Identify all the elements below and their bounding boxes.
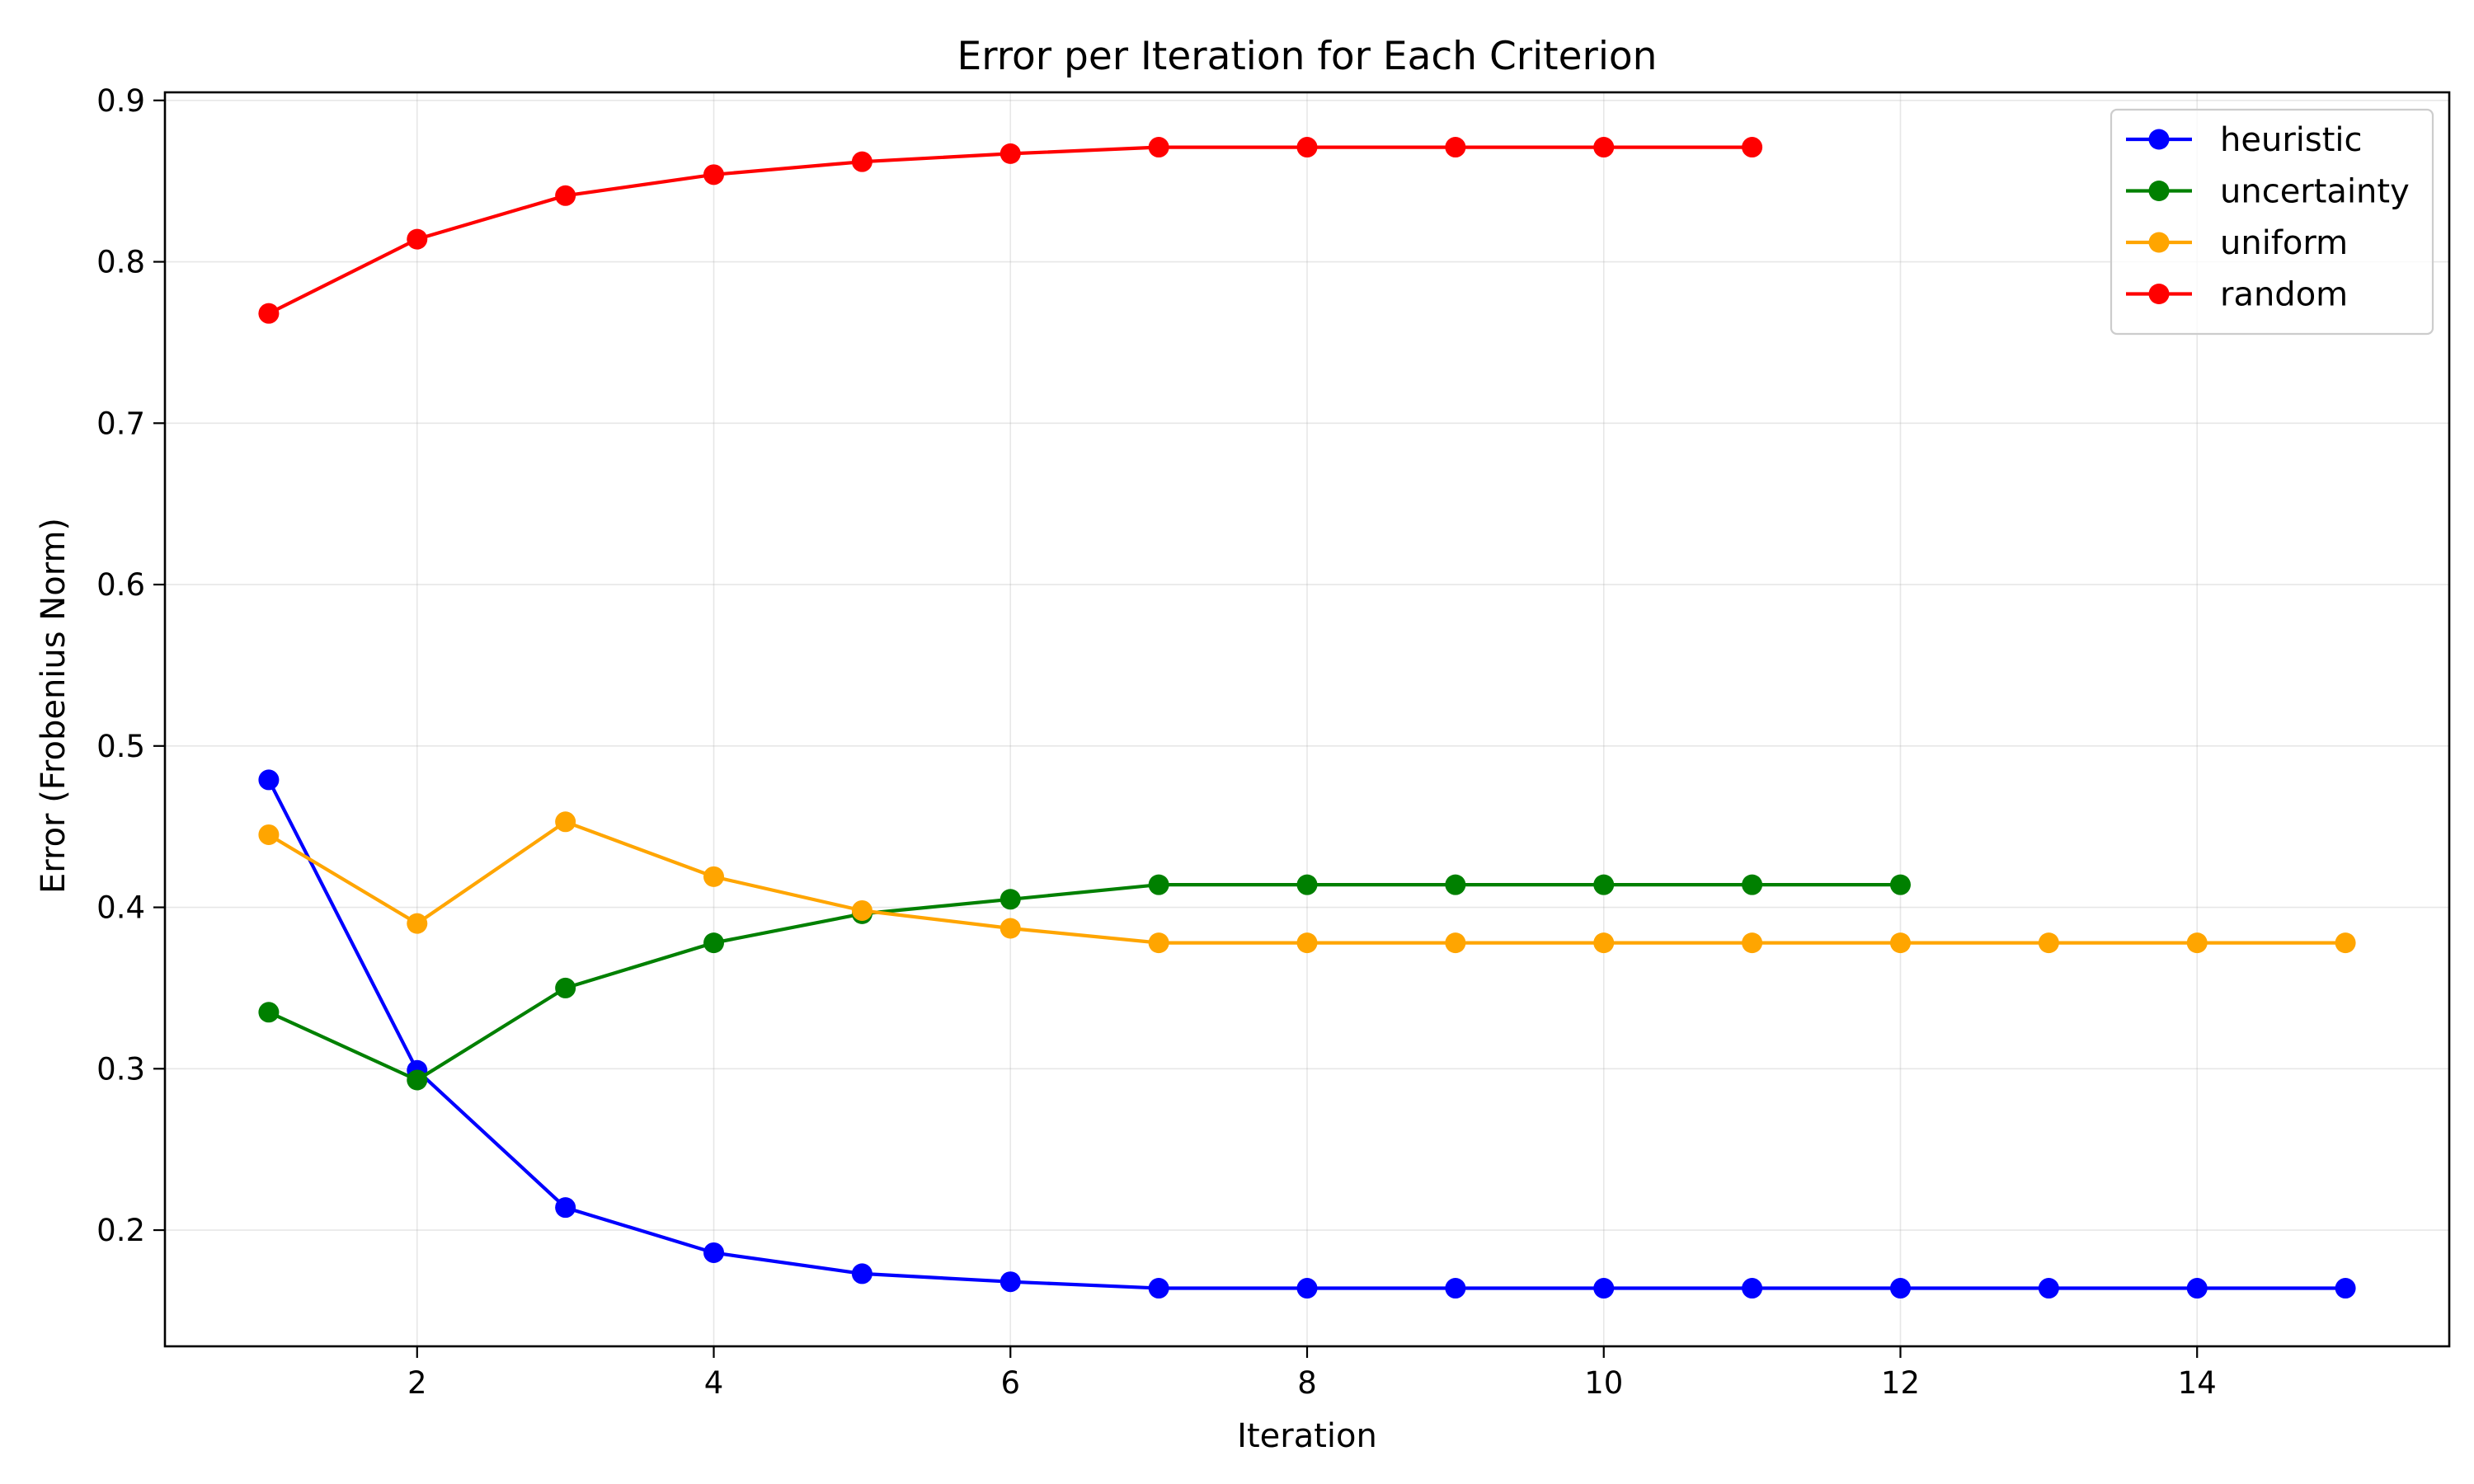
series-heuristic [258,769,2356,1299]
data-point-heuristic [1742,1278,1763,1299]
data-point-random [999,143,1021,164]
data-point-heuristic [1889,1278,1911,1299]
data-point-uniform [407,913,428,934]
data-point-uncertainty [555,977,576,998]
data-point-uniform [2335,932,2356,954]
legend: heuristic uncertainty uniform random [2109,108,2434,336]
legend-marker-uniform [2148,232,2170,253]
legend-item-random: random [2126,276,2348,314]
series-layer [258,137,2356,1299]
legend-label-uniform: uniform [2220,224,2348,262]
data-point-random [555,185,576,206]
data-point-uniform [2186,932,2208,954]
legend-marker-heuristic [2148,129,2170,150]
data-point-uncertainty [703,932,725,954]
x-tick-label: 8 [1297,1365,1317,1401]
data-point-uncertainty [1593,874,1615,895]
data-point-random [1148,137,1169,158]
data-point-heuristic [1148,1278,1169,1299]
legend-item-heuristic: heuristic [2126,121,2363,159]
data-point-random [1445,137,1466,158]
series-uniform [258,811,2356,954]
legend-label-uncertainty: uncertainty [2220,173,2410,211]
data-point-uniform [258,824,280,845]
data-point-uniform [1889,932,1911,954]
data-point-uniform [851,899,872,921]
y-tick-label: 0.8 [96,245,145,280]
data-point-random [258,303,280,324]
data-point-uniform [1742,932,1763,954]
x-tick-label: 6 [1000,1365,1020,1401]
data-point-uniform [2038,932,2059,954]
legend-item-uniform: uniform [2126,224,2348,262]
data-point-uncertainty [999,889,1021,910]
data-point-random [1742,137,1763,158]
series-line-uncertainty [268,882,1901,1082]
data-point-random [851,151,872,172]
data-point-uniform [1296,932,1318,954]
axis-ticks: 2 4 6 8 10 12 14 0.2 0.3 0.4 0.5 0.6 0.7 0.8 0.9 [96,83,2217,1401]
x-tick-label: 4 [704,1365,724,1401]
data-point-heuristic [258,769,280,791]
data-point-heuristic [999,1271,1021,1293]
data-point-uncertainty [1148,874,1169,895]
data-point-heuristic [555,1197,576,1219]
data-point-heuristic [2186,1278,2208,1299]
data-point-heuristic [703,1242,725,1263]
data-point-uncertainty [407,1069,428,1091]
legend-label-heuristic: heuristic [2220,121,2363,159]
legend-item-uncertainty: uncertainty [2126,173,2410,211]
x-tick-label: 10 [1584,1365,1623,1401]
legend-marker-random [2148,284,2170,304]
data-point-uncertainty [1296,874,1318,895]
y-axis-label: Error (Frobenius Norm) [35,518,73,894]
data-point-heuristic [851,1263,872,1284]
data-point-uncertainty [1889,874,1911,895]
data-point-uniform [1445,932,1466,954]
x-axis-label: Iteration [1237,1417,1377,1455]
y-tick-label: 0.4 [96,890,145,926]
data-point-uniform [1148,932,1169,954]
data-point-uncertainty [1445,874,1466,895]
data-point-random [1296,137,1318,158]
legend-label-random: random [2220,276,2348,314]
data-point-uncertainty [258,1002,280,1023]
x-tick-label: 14 [2178,1365,2217,1401]
grid [165,92,2449,1346]
data-point-random [1593,137,1615,158]
x-tick-label: 2 [407,1365,427,1401]
data-point-random [407,228,428,250]
data-point-uncertainty [1742,874,1763,895]
y-tick-label: 0.9 [96,83,145,119]
series-random [258,137,1763,324]
data-point-heuristic [1593,1278,1615,1299]
data-point-uniform [1593,932,1615,954]
y-tick-label: 0.6 [96,567,145,603]
legend-box [2109,108,2434,336]
data-point-uniform [703,866,725,887]
data-point-heuristic [2038,1278,2059,1299]
data-point-uniform [555,811,576,833]
data-point-heuristic [1296,1278,1318,1299]
y-tick-label: 0.2 [96,1213,145,1248]
x-tick-label: 12 [1881,1365,1920,1401]
data-point-heuristic [2335,1278,2356,1299]
legend-marker-uncertainty [2148,181,2170,201]
data-point-random [703,164,725,186]
y-tick-label: 0.3 [96,1051,145,1087]
data-point-heuristic [1445,1278,1466,1299]
chart-title: Error per Iteration for Each Criterion [957,34,1658,79]
y-tick-label: 0.5 [96,729,145,764]
data-point-uniform [999,918,1021,939]
y-tick-label: 0.7 [96,406,145,441]
